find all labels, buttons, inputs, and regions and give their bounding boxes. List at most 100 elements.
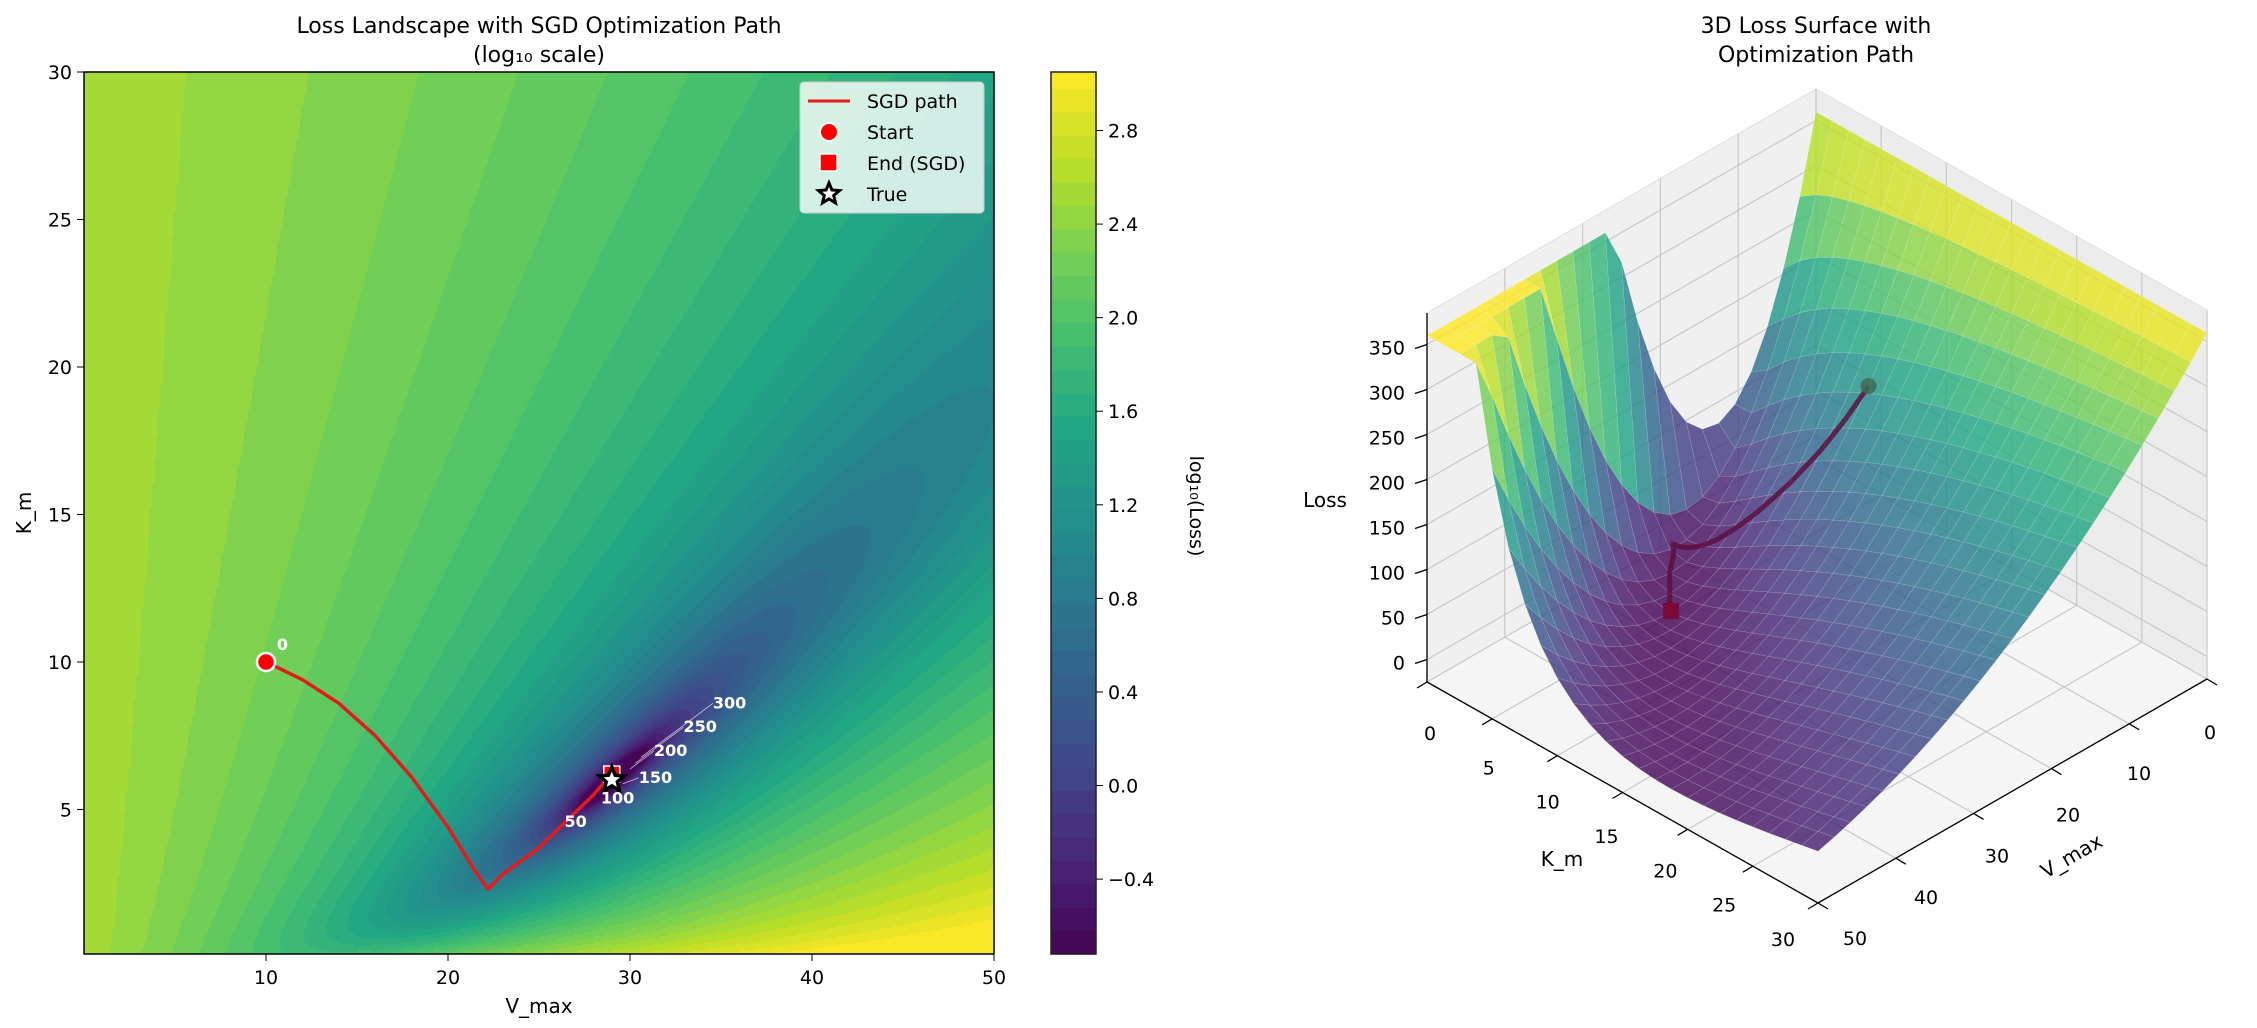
surface-facet: [1801, 831, 1835, 852]
left-subtitle: (log₁₀ scale): [473, 43, 605, 68]
legend-true-star-icon: [814, 179, 844, 207]
sgd-path-layer: 0 50 100 150 200 250 300: [255, 635, 746, 891]
3d-end-marker: [1663, 603, 1680, 620]
colorbar-band: [1051, 181, 1096, 206]
z-tick: [1414, 523, 1428, 530]
right-subtitle: Optimization Path: [1718, 43, 1914, 68]
y-tick-label: 5: [60, 799, 72, 821]
k-tick: [1612, 791, 1623, 800]
z-tick: [1414, 343, 1428, 350]
v-tick: [1817, 902, 1829, 910]
colorbar-band: [1051, 556, 1096, 581]
3d-optimization-path: [1663, 377, 1877, 620]
k-tick-label: 25: [1712, 895, 1736, 917]
colorbar-band: [1051, 860, 1096, 885]
colorbar-tick-label: 0.8: [1108, 588, 1138, 610]
colorbar-band: [1051, 790, 1096, 815]
legend-start-icon: [819, 122, 839, 142]
v-tick: [2051, 768, 2062, 776]
v-tick-label: 10: [2127, 763, 2151, 785]
colorbar-band: [1051, 298, 1096, 323]
colorbar-tick-label: 0.0: [1108, 776, 1138, 798]
colorbar-band: [1051, 205, 1096, 230]
z-tick: [1414, 478, 1428, 485]
colorbar-band: [1051, 766, 1096, 791]
legend-box: [799, 81, 985, 214]
colorbar-band: [1051, 322, 1096, 347]
legend-sgd-label: SGD path: [867, 91, 958, 113]
3d-zlabel: Loss: [1303, 488, 1347, 512]
k-tick: [1742, 865, 1754, 873]
k-tick-label: 30: [1771, 929, 1795, 951]
colorbar-band: [1051, 158, 1096, 183]
z-tick-label: 300: [1369, 383, 1405, 405]
colorbar-band: [1051, 837, 1096, 862]
v-tick: [1973, 812, 1984, 820]
right-title: 3D Loss Surface with: [1701, 14, 1932, 39]
z-tick: [1414, 433, 1428, 440]
legend-end-label: End (SGD): [867, 153, 965, 175]
k-tick-label: 0: [1424, 723, 1436, 745]
k-tick: [1481, 718, 1493, 726]
colorbar-label: log₁₀(Loss): [1185, 456, 1207, 557]
x-tick-label: 50: [982, 967, 1006, 989]
colorbar-band: [1051, 88, 1096, 113]
3d-axes: 0510152025300102030405005010015020025030…: [1369, 313, 2218, 951]
k-tick-label: 10: [1536, 792, 1560, 814]
y-tick-label: 10: [48, 652, 72, 674]
colorbar-band: [1051, 252, 1096, 277]
colorbar-band: [1051, 930, 1096, 955]
k-tick: [1416, 681, 1428, 689]
x-tick-label: 10: [254, 967, 278, 989]
x-tick-label: 30: [618, 967, 642, 989]
colorbar-band: [1051, 649, 1096, 674]
z-tick-label: 250: [1369, 428, 1405, 450]
left-xlabel: V_max: [505, 994, 572, 1018]
k-tick-label: 20: [1653, 860, 1677, 882]
z-tick-label: 350: [1369, 338, 1405, 360]
iteration-label: 250: [683, 717, 716, 736]
v-tick-label: 0: [2204, 722, 2216, 744]
v-tick-label: 30: [1985, 846, 2009, 868]
z-tick-label: 0: [1393, 653, 1405, 675]
left-ylabel: K_m: [12, 492, 36, 535]
colorbar-band: [1051, 392, 1096, 417]
3d-path-line: [1667, 384, 1871, 612]
colorbar-tick-label: 0.4: [1108, 682, 1138, 704]
colorbar-band: [1051, 345, 1096, 370]
colorbar: −0.4 0.0 0.4 0.8 1.2 1.6 2.0 2.4 2.8: [1050, 71, 1154, 955]
3d-start-marker: [1860, 377, 1877, 394]
z-tick-label: 200: [1369, 473, 1405, 495]
colorbar-band: [1051, 673, 1096, 698]
iteration-label: 200: [654, 741, 687, 760]
true-star-marker: [595, 762, 629, 795]
z-tick: [1414, 613, 1428, 620]
colorbar-band: [1051, 509, 1096, 534]
k-tick: [1807, 902, 1819, 910]
colorbar-band: [1051, 439, 1096, 464]
colorbar-band: [1051, 228, 1096, 253]
z-tick-label: 150: [1369, 518, 1405, 540]
colorbar-tick-label: −0.4: [1108, 869, 1154, 891]
colorbar-band: [1051, 883, 1096, 908]
x-tick-label: 20: [436, 967, 460, 989]
iteration-label: 150: [639, 768, 672, 787]
colorbar-tick-label: 1.2: [1108, 495, 1138, 517]
left-panel: Loss Landscape with SGD Optimization Pat…: [12, 14, 1207, 1018]
colorbar-tick-label: 2.4: [1108, 214, 1138, 236]
colorbar-band: [1051, 275, 1096, 300]
colorbar-band: [1051, 415, 1096, 440]
colorbar-band: [1051, 813, 1096, 838]
y-tick-label: 15: [48, 504, 72, 526]
colorbar-band: [1051, 72, 1096, 89]
colorbar-tick-label: 2.0: [1108, 308, 1138, 330]
sgd-path-line: [265, 660, 614, 891]
iteration-label-leader: [622, 777, 639, 785]
v-tick-label: 40: [1914, 887, 1938, 909]
colorbar-frame: [1050, 71, 1097, 955]
v-axis-line: [1817, 678, 2208, 904]
z-tick: [1414, 658, 1428, 665]
iteration-label: 100: [601, 789, 634, 808]
colorbar-band: [1051, 369, 1096, 394]
